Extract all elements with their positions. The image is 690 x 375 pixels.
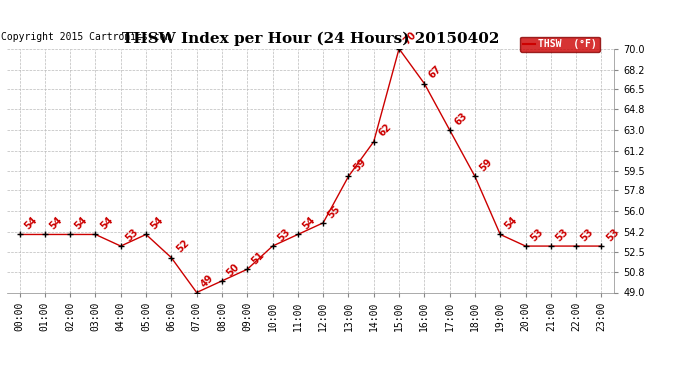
Text: 49: 49 [199,273,216,290]
Text: 54: 54 [73,215,90,232]
Text: 67: 67 [427,64,444,81]
Text: 53: 53 [553,226,570,243]
Text: 54: 54 [98,215,115,232]
Text: 53: 53 [579,226,595,243]
Text: 54: 54 [503,215,520,232]
Text: 54: 54 [48,215,64,232]
Text: 54: 54 [301,215,317,232]
Text: 70: 70 [402,29,418,46]
Text: 53: 53 [529,226,545,243]
Text: 54: 54 [149,215,166,232]
Text: 59: 59 [477,157,494,174]
Text: 53: 53 [604,226,621,243]
Title: THSW Index per Hour (24 Hours) 20150402: THSW Index per Hour (24 Hours) 20150402 [122,32,499,46]
Text: 55: 55 [326,204,342,220]
Text: 52: 52 [174,238,190,255]
Text: 53: 53 [124,226,140,243]
Text: Copyright 2015 Cartronics.com: Copyright 2015 Cartronics.com [1,32,171,42]
Text: 54: 54 [22,215,39,232]
Legend: THSW  (°F): THSW (°F) [520,36,600,52]
Text: 53: 53 [275,226,292,243]
Text: 63: 63 [453,111,469,127]
Text: 51: 51 [250,250,266,267]
Text: 62: 62 [377,122,393,139]
Text: 59: 59 [351,157,368,174]
Text: 50: 50 [225,261,241,278]
